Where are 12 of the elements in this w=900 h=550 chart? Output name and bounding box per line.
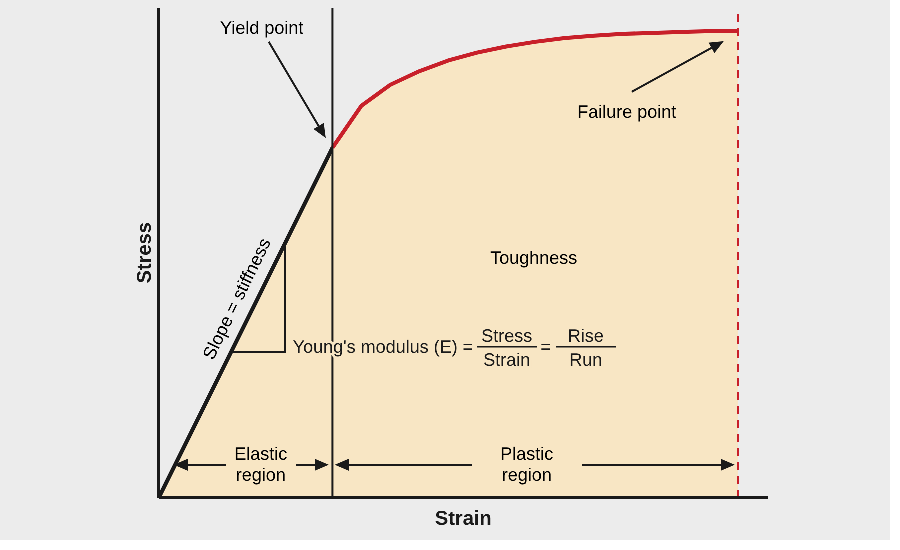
annotation: Stress	[481, 326, 533, 346]
y-axis-title: Stress	[134, 222, 156, 284]
annotation: Plastic region	[500, 444, 554, 485]
annotation: Failure point	[577, 102, 677, 122]
annotation: Run	[569, 350, 603, 370]
annotation: Rise	[568, 326, 604, 346]
annotation: Elastic region	[234, 444, 288, 485]
x-axis-title: Strain	[435, 508, 492, 530]
annotation: Strain	[483, 350, 531, 370]
annotation: Toughness	[490, 248, 578, 268]
annotation: =	[540, 337, 552, 357]
annotation: Yield point	[220, 18, 304, 38]
